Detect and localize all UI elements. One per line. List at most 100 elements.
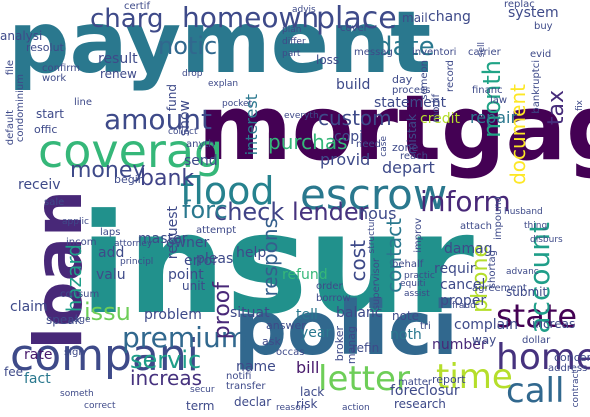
word-secur: notifi <box>226 371 252 382</box>
word-advis: cover <box>340 23 368 34</box>
word-term: page <box>68 315 91 325</box>
word-tax: tax <box>544 90 569 126</box>
word-proper: proper <box>440 293 487 309</box>
word-attach: thing <box>524 221 548 231</box>
word-everyth: case <box>379 136 389 157</box>
word-cost: cost <box>346 240 370 282</box>
word-incom: applic <box>62 217 89 227</box>
word-pocket: explan <box>208 79 239 89</box>
word-fund: fund <box>165 84 179 112</box>
word-refund: refund <box>282 267 328 283</box>
word-modif: someon <box>419 60 430 100</box>
word-noth: noth <box>390 327 422 343</box>
word-homeown: homeown <box>182 1 320 34</box>
word-replac: buy <box>534 21 553 32</box>
word-applic: sale <box>44 197 65 208</box>
word-condominium: file <box>5 60 16 76</box>
word-number: number <box>432 337 487 353</box>
word-statement: statement <box>374 95 447 111</box>
word-borrow: broker <box>333 326 346 362</box>
word-contract: address <box>548 363 588 374</box>
word-drop: part <box>282 49 301 59</box>
word-cancel: cancel <box>440 277 486 293</box>
word-state: state <box>496 297 578 335</box>
word-tell: tell <box>296 307 318 323</box>
word-help: help <box>236 245 267 261</box>
word-credit: credit <box>420 111 461 127</box>
word-begin: anyth <box>186 139 215 150</box>
word-forc: forc <box>182 196 228 224</box>
word-check: check <box>214 198 285 226</box>
word-sale: line <box>74 97 93 108</box>
word-improv: structur <box>367 218 377 254</box>
word-line: offic <box>34 123 58 136</box>
word-lack: matter <box>398 377 432 388</box>
word-document: document <box>506 84 530 185</box>
word-custom: custom <box>318 106 392 130</box>
word-answer: principl <box>120 257 154 267</box>
word-principl: attorney <box>114 239 153 249</box>
word-need: zone <box>392 141 419 154</box>
word-financ: replac <box>504 0 535 10</box>
word-complain: complain <box>454 317 519 333</box>
word-agreement: impound <box>493 196 504 241</box>
word-premium: premium <box>122 321 248 354</box>
word-charg: charg <box>90 4 164 34</box>
word-case: default <box>5 110 16 146</box>
word-reach: husband <box>504 207 543 217</box>
word-order: borrow <box>316 293 351 304</box>
word-matter: research <box>394 397 446 411</box>
word-transfer: lack <box>300 385 325 399</box>
word-purchas: purchas <box>268 130 348 154</box>
word-page: sign <box>64 347 85 358</box>
word-fact: fact <box>24 371 51 387</box>
word-practic: behalf <box>392 259 424 270</box>
word-report: report <box>432 373 466 386</box>
word-plan: advis <box>292 5 316 15</box>
word-carrier: inventori <box>412 47 457 58</box>
word-copi: copi <box>334 129 364 145</box>
word-disburs: contract <box>571 370 581 408</box>
word-someon: process <box>392 85 431 96</box>
word-fix: sell <box>477 42 487 58</box>
word-laps: begin <box>114 173 145 186</box>
word-foreclosur: foreclosur <box>390 383 460 399</box>
word-compani: compani <box>10 330 199 381</box>
word-refin: refin <box>352 341 380 355</box>
word-valu: valu <box>96 267 126 283</box>
word-mortgag: mortgag <box>198 76 590 181</box>
word-buy: evid <box>530 49 552 60</box>
word-file: carrier <box>468 47 501 58</box>
word-send: send <box>184 153 218 169</box>
word-place: place <box>316 1 397 36</box>
word-risk: reason <box>276 403 307 413</box>
word-work: confirm <box>42 63 80 74</box>
word-explan: drop <box>182 69 203 79</box>
word-start: work <box>42 73 67 84</box>
word-lender: lender <box>292 198 369 226</box>
word-depart: depart <box>382 158 435 177</box>
word-inform: inform <box>420 185 511 218</box>
word-letter: letter <box>318 359 410 399</box>
word-master: master <box>138 231 188 247</box>
word-owner: owner <box>166 235 210 251</box>
word-escrow: escrow <box>300 170 448 219</box>
word-delinqu: fix <box>575 100 585 111</box>
word-collect: pocket <box>222 99 253 109</box>
word-mail: mail <box>402 11 428 25</box>
word-add: add <box>98 245 125 261</box>
word-date: date <box>376 32 435 62</box>
word-note: order <box>316 281 343 292</box>
word-attorney: laps <box>100 227 121 238</box>
word-messag: certif <box>124 1 150 12</box>
word-anyth: attempt <box>196 225 237 236</box>
word-money: money <box>70 158 146 183</box>
word-concern: increas <box>532 317 576 331</box>
word-call: call <box>506 371 565 411</box>
word-result: result <box>98 51 138 67</box>
word-polici: polici <box>234 286 458 372</box>
word-submit: concern <box>554 351 590 364</box>
word-fee: fee <box>4 365 23 379</box>
word-fraud: tri <box>420 321 431 332</box>
